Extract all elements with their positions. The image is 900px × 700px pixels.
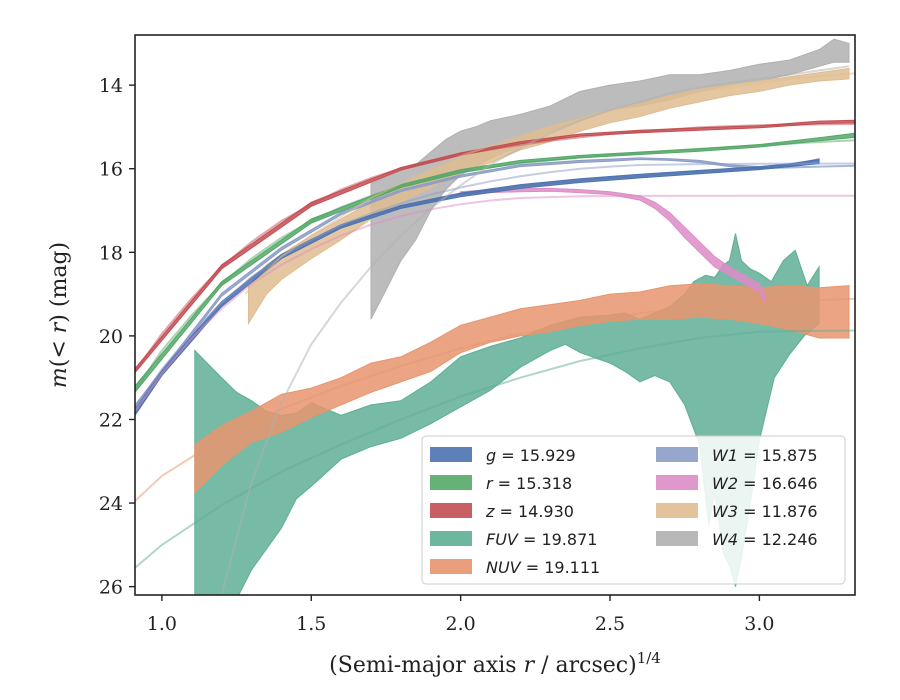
y-tick-label: 16 <box>99 159 123 181</box>
legend: g = 15.929 r = 15.318 z = 14.930 FUV = 19.8… <box>421 435 846 585</box>
x-axis-ticks: 1.0 1.5 2.0 2.5 3.0 <box>147 595 775 635</box>
legend-label-fuv: FUV = 19.871 <box>486 530 597 549</box>
band-w3 <box>248 67 850 326</box>
model-curve-w1 <box>135 162 855 408</box>
x-tick-label: 1.0 <box>147 613 177 635</box>
y-axis-ticks: 14 16 18 20 22 24 26 <box>99 75 135 599</box>
x-tick-label: 3.0 <box>744 613 774 635</box>
legend-label-w3: W3 = 11.876 <box>712 502 818 521</box>
uncertainty-bands <box>135 38 855 595</box>
y-tick-label: 26 <box>99 577 123 599</box>
model-curves <box>135 65 855 595</box>
legend-swatch-g <box>430 447 472 462</box>
model-curve-w4 <box>220 65 850 595</box>
legend-swatch-z <box>430 503 472 518</box>
legend-label-w4: W4 = 12.246 <box>712 530 818 549</box>
x-axis-label: (Semi-major axis r / arcsec)1/4 <box>329 649 661 678</box>
band-nuv <box>194 283 850 494</box>
legend-label-g: g = 15.929 <box>486 446 576 465</box>
band-w1 <box>135 157 820 410</box>
y-tick-label: 24 <box>99 493 123 515</box>
legend-label-nuv: NUV = 19.111 <box>486 558 600 577</box>
band-w2 <box>460 187 766 305</box>
legend-label-z: z = 14.930 <box>485 502 574 521</box>
model-curve-nuv <box>135 297 855 502</box>
model-curve-w3 <box>244 72 855 295</box>
legend-swatch-w4 <box>656 531 698 546</box>
plot-frame <box>134 34 856 596</box>
x-tick-label: 1.5 <box>296 613 326 635</box>
legend-swatch-w3 <box>656 503 698 518</box>
x-tick-label: 2.0 <box>446 613 476 635</box>
legend-swatch-r <box>430 475 472 490</box>
x-tick-label: 2.5 <box>595 613 625 635</box>
y-tick-label: 14 <box>99 75 123 97</box>
legend-box <box>421 435 846 585</box>
y-tick-label: 22 <box>99 409 123 431</box>
legend-swatch-w1 <box>656 447 698 462</box>
y-tick-label: 18 <box>99 242 123 264</box>
model-curve-fuv <box>135 329 855 569</box>
legend-label-w1: W1 = 15.875 <box>712 446 818 465</box>
legend-swatch-nuv <box>430 559 472 574</box>
legend-swatch-w2 <box>656 475 698 490</box>
legend-swatch-fuv <box>430 531 472 546</box>
model-curve-r <box>135 139 855 391</box>
legend-label-r: r = 15.318 <box>486 474 572 493</box>
y-axis-label: m(< r) (mag) <box>47 242 72 388</box>
model-curve-w2 <box>135 194 855 412</box>
y-tick-label: 20 <box>99 326 123 348</box>
legend-label-w2: W2 = 16.646 <box>712 474 818 493</box>
